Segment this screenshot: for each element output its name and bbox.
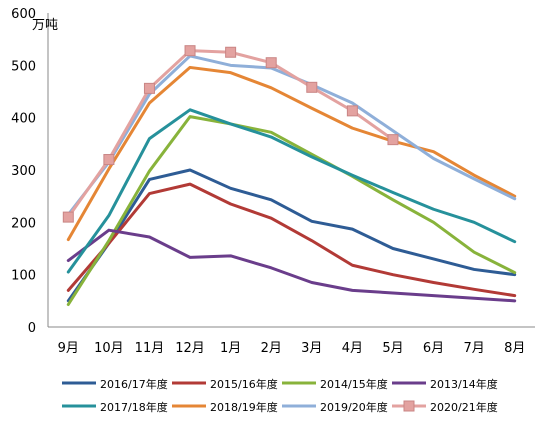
data-point-marker	[184, 45, 196, 57]
series-7	[66, 54, 517, 216]
x-tick-label: 3月	[301, 341, 322, 356]
series-1	[66, 168, 517, 303]
axes	[47, 13, 535, 328]
series-line	[66, 115, 517, 306]
legend-item: 2014/15年度	[282, 377, 388, 391]
legend-item: 2020/21年度	[392, 400, 498, 414]
y-tick-label: 200	[11, 216, 36, 231]
series-line	[66, 168, 517, 303]
series-line	[66, 65, 517, 242]
series-line	[66, 228, 517, 303]
series-line	[66, 182, 517, 298]
legend-item: 2018/19年度	[172, 400, 278, 414]
x-tick-label: 11月	[135, 341, 165, 356]
data-point-marker	[225, 46, 237, 58]
y-axis-unit-label: 万吨	[32, 18, 58, 33]
legend-label: 2018/19年度	[210, 400, 278, 414]
y-tick-label: 400	[11, 112, 36, 127]
data-point-marker	[387, 134, 399, 146]
x-tick-label: 4月	[342, 341, 363, 356]
series-2	[66, 182, 517, 298]
x-tick-label: 10月	[94, 341, 124, 356]
series-lines	[62, 45, 517, 306]
y-tick-label: 500	[11, 59, 36, 74]
y-tick-label: 300	[11, 164, 36, 179]
legend-label: 2019/20年度	[320, 400, 388, 414]
legend-item: 2015/16年度	[172, 377, 278, 391]
x-tick-label: 1月	[220, 341, 241, 356]
data-point-marker	[143, 82, 155, 94]
legend-label: 2014/15年度	[320, 377, 388, 391]
x-tick-label: 5月	[382, 341, 403, 356]
series-line	[66, 108, 517, 274]
y-tick-labels: 0 100 200 300 400 500 600	[11, 7, 36, 336]
x-tick-label: 12月	[175, 341, 205, 356]
legend-item: 2013/14年度	[392, 377, 498, 391]
y-tick-label: 600	[11, 7, 36, 22]
legend-label: 2015/16年度	[210, 377, 278, 391]
legend-marker	[403, 400, 415, 412]
x-tick-labels: 9月 10月 11月 12月 1月 2月 3月 4月 5月 6月 7月 8月	[58, 341, 526, 356]
y-tick-label: 100	[11, 269, 36, 284]
x-tick-label: 8月	[504, 341, 525, 356]
x-tick-label: 2月	[261, 341, 282, 356]
data-point-marker	[306, 81, 318, 93]
data-point-marker	[62, 211, 74, 223]
series-4	[66, 228, 517, 303]
legend-label: 2013/14年度	[430, 377, 498, 391]
series-3	[66, 115, 517, 306]
legend: 2016/17年度 2015/16年度 2014/15年度 2013/14年度 2017…	[62, 377, 498, 414]
series-5	[66, 108, 517, 274]
x-tick-label: 7月	[463, 341, 484, 356]
series-6	[66, 65, 517, 242]
x-tick-label: 9月	[58, 341, 79, 356]
data-point-marker	[346, 105, 358, 117]
legend-label: 2016/17年度	[100, 377, 168, 391]
data-point-marker	[265, 57, 277, 69]
data-point-marker	[103, 154, 115, 166]
legend-item: 2017/18年度	[62, 400, 168, 414]
series-line	[66, 49, 395, 219]
legend-label: 2020/21年度	[430, 400, 498, 414]
series-line	[66, 54, 517, 216]
x-tick-label: 6月	[423, 341, 444, 356]
legend-item: 2019/20年度	[282, 400, 388, 414]
legend-item: 2016/17年度	[62, 377, 168, 391]
y-tick-label: 0	[28, 321, 36, 336]
legend-label: 2017/18年度	[100, 400, 168, 414]
series-8	[62, 45, 399, 223]
